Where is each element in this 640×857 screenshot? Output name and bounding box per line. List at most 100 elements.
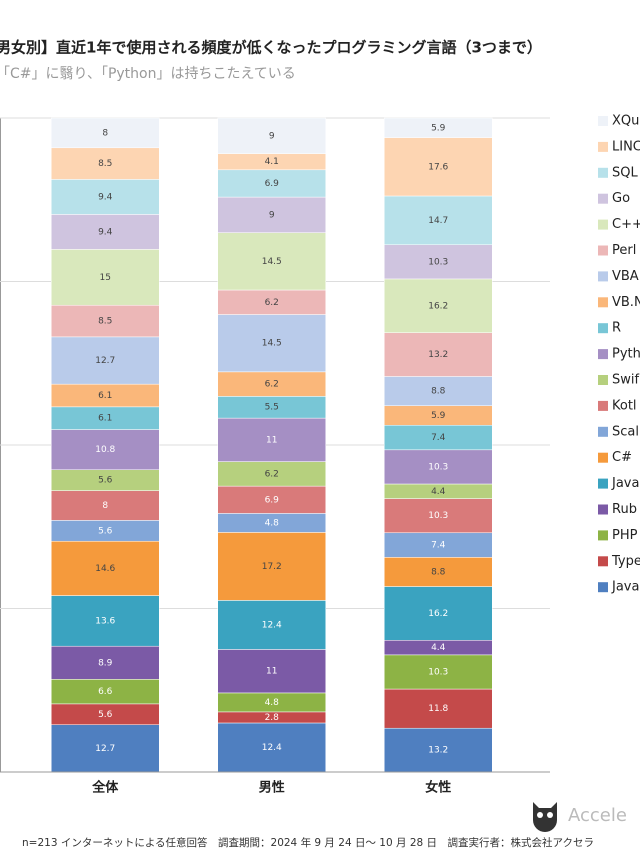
data-label: 12.4	[262, 743, 282, 753]
bar-segment	[51, 645, 160, 680]
data-label: 8.8	[431, 387, 446, 397]
legend-swatch	[598, 219, 608, 230]
data-label: 10.3	[428, 667, 448, 677]
legend-swatch	[598, 297, 608, 308]
legend-label: Scal	[612, 424, 639, 439]
data-label: 11.8	[428, 704, 448, 714]
bar-segment	[384, 557, 493, 587]
legend-swatch	[598, 478, 608, 489]
bar-segment	[384, 449, 493, 485]
data-label: 9	[269, 210, 275, 220]
data-label: 8.5	[98, 317, 112, 327]
bar-segment	[384, 727, 493, 773]
bar-segment	[384, 137, 493, 197]
bar-segment	[217, 169, 326, 198]
legend-label: Java	[611, 476, 639, 491]
data-label: 4.8	[265, 518, 280, 528]
chart-title: 男女別】直近1年で使用される頻度が低くなったプログラミング言語（3つまで）	[0, 39, 542, 57]
bar-segment	[51, 490, 160, 521]
x-tick-label: 女性	[425, 780, 451, 796]
data-label: 10.3	[428, 511, 448, 521]
legend-label: R	[612, 321, 621, 336]
legend-swatch	[598, 245, 608, 256]
data-label: 4.4	[431, 643, 446, 653]
legend-label: Perl	[612, 243, 636, 258]
data-label: 12.4	[262, 620, 282, 630]
data-label: 10.3	[428, 257, 448, 267]
legend-label: PHP	[612, 528, 638, 543]
legend-swatch	[598, 530, 608, 541]
data-label: 14.5	[262, 339, 282, 349]
bar-segment	[51, 336, 160, 385]
legend-swatch	[598, 116, 608, 126]
bar-segment	[217, 722, 326, 773]
bar-segment	[384, 117, 493, 138]
data-label: 6.2	[265, 298, 279, 308]
data-label: 16.2	[428, 609, 448, 619]
bar-segment	[217, 289, 326, 315]
bar-segment	[384, 688, 493, 729]
bar-segment	[217, 600, 326, 650]
data-label: 6.1	[98, 391, 112, 401]
data-label: 12.7	[95, 356, 115, 366]
data-label: 13.2	[428, 350, 448, 360]
data-label: 6.2	[265, 380, 279, 390]
data-label: 9	[269, 131, 275, 141]
legend-label: Go	[612, 191, 630, 206]
bar-segment	[51, 249, 160, 306]
data-label: 6.2	[265, 469, 279, 479]
legend-swatch	[598, 349, 608, 360]
bar-segment	[51, 304, 160, 338]
data-label: 17.6	[428, 162, 448, 172]
legend-label: SQL	[612, 165, 638, 180]
data-label: 4.1	[265, 157, 279, 167]
legend-label: VBA	[612, 269, 639, 284]
logo: Accele	[533, 802, 627, 832]
legend-label: LINC	[612, 139, 640, 154]
legend-swatch	[598, 452, 608, 463]
legend-swatch	[598, 323, 608, 334]
data-label: 14.7	[428, 216, 448, 226]
bar-segment	[384, 195, 493, 246]
legend-label: Rub	[612, 502, 637, 517]
bar-segment	[217, 232, 326, 291]
legend-swatch	[598, 504, 608, 515]
legend-label: C#	[612, 450, 632, 465]
bar-segment	[384, 244, 493, 280]
bar-segment	[384, 425, 493, 451]
legend-swatch	[598, 375, 608, 385]
data-label: 14.5	[262, 257, 282, 267]
data-label: 6.1	[98, 414, 112, 424]
legend-swatch	[598, 556, 608, 567]
data-label: 2.8	[265, 713, 280, 723]
legend-swatch	[598, 141, 608, 152]
legend-label: Swif	[612, 373, 639, 388]
data-label: 10.8	[95, 445, 115, 455]
data-label: 5.6	[98, 710, 113, 720]
bar-segment	[51, 117, 160, 149]
data-label: 11	[266, 435, 277, 445]
legend-label: Type	[611, 554, 640, 569]
data-label: 8	[102, 128, 108, 138]
data-label: 6.9	[265, 495, 280, 505]
legend-swatch	[598, 167, 608, 178]
logo-text: Accele	[568, 805, 627, 826]
x-tick-label: 男性	[259, 780, 285, 796]
data-label: 7.4	[431, 541, 446, 551]
data-label: 5.9	[431, 123, 446, 133]
bar-segment	[384, 586, 493, 641]
bar-segment	[384, 532, 493, 558]
data-label: 6.6	[98, 687, 113, 697]
bar-segment	[217, 461, 326, 487]
legend-label: Java	[611, 580, 639, 595]
legend-label: VB.N	[612, 295, 640, 310]
legend-swatch	[598, 271, 608, 282]
data-label: 11	[266, 667, 277, 677]
bar-segment	[384, 498, 493, 534]
data-label: 8	[102, 501, 108, 511]
data-label: 4.8	[265, 698, 280, 708]
x-tick-label: 全体	[91, 780, 119, 796]
data-label: 5.6	[98, 476, 113, 486]
footnote: n=213 インターネットによる任意回答 調査期間：2024 年 9 月 24 …	[22, 836, 594, 849]
